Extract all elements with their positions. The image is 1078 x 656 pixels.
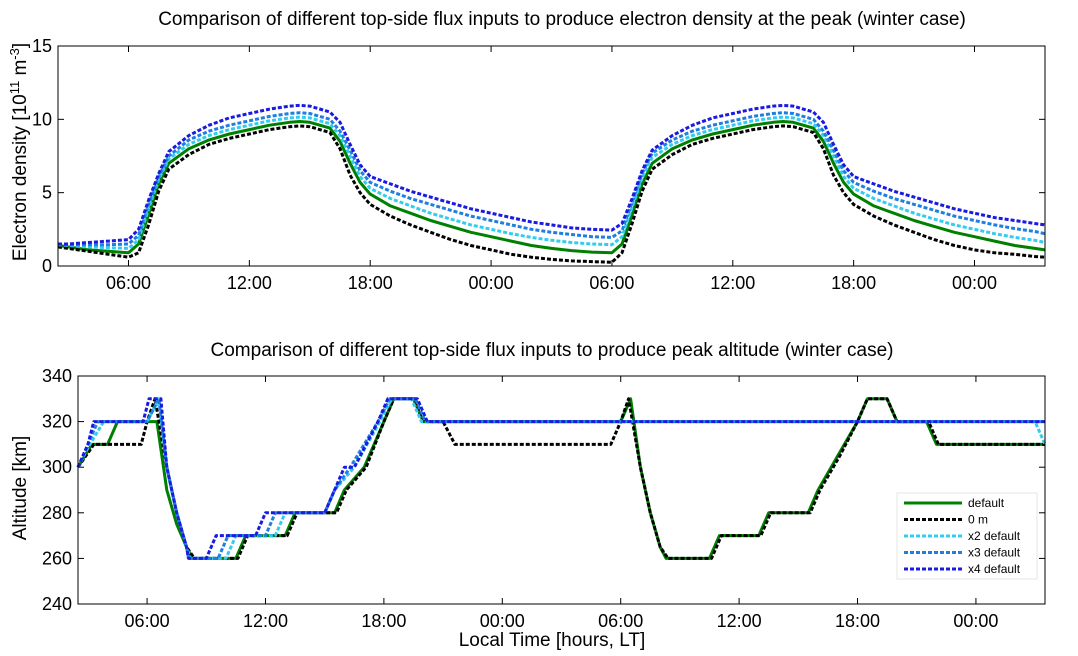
density-series-line-default — [57, 120, 1046, 255]
legend-entry-label: default — [968, 496, 1005, 510]
altitude-ytick-label: 280 — [42, 503, 72, 523]
density-xtick-label: 06:00 — [589, 273, 634, 293]
density-xtick-label: 00:00 — [952, 273, 997, 293]
density-xtick-label: 00:00 — [469, 273, 514, 293]
altitude-chart-axes: 06:00 12:00 18:00 00:00 06:00 12:00 18:00 00:00… — [42, 366, 1045, 631]
altitude-chart-xlabel: Local Time [hours, LT] — [459, 630, 646, 651]
density-chart: Comparison of different top-side flux in… — [7, 9, 1046, 293]
altitude-chart-title: Comparison of different top-side flux in… — [211, 340, 894, 361]
density-chart-title: Comparison of different top-side flux in… — [158, 9, 966, 30]
altitude-ytick-label: 320 — [42, 412, 72, 432]
legend-entry-label: 0 m — [968, 513, 988, 527]
density-chart-axes: 06:00 12:00 18:00 00:00 06:00 12:00 18:00 00:00… — [32, 36, 1045, 293]
altitude-xtick-label: 00:00 — [480, 611, 525, 631]
density-ytick-label: 15 — [32, 36, 52, 56]
density-ytick-label: 0 — [42, 256, 52, 276]
density-series-line-x3-default — [57, 111, 1046, 247]
altitude-ytick-label: 240 — [42, 594, 72, 614]
altitude-xtick-label: 18:00 — [361, 611, 406, 631]
altitude-ytick-label: 340 — [42, 366, 72, 386]
legend-entry-label: x4 default — [968, 562, 1021, 576]
altitude-xtick-label: 12:00 — [243, 611, 288, 631]
altitude-xtick-label: 06:00 — [125, 611, 170, 631]
altitude-xtick-label: 18:00 — [835, 611, 880, 631]
altitude-chart-legend: default 0 m x2 default x3 default x4 default — [896, 492, 1038, 580]
density-series-line-0-m — [57, 124, 1046, 264]
density-xtick-label: 18:00 — [348, 273, 393, 293]
density-chart-ylabel: Electron density [1011 m-3] — [7, 43, 31, 261]
altitude-chart-frame — [77, 375, 1046, 605]
altitude-chart: Comparison of different top-side flux in… — [10, 340, 1047, 651]
altitude-xtick-label: 12:00 — [717, 611, 762, 631]
legend-entry-label: x2 default — [968, 529, 1021, 543]
density-xtick-label: 18:00 — [831, 273, 876, 293]
altitude-series-line-0-m — [76, 397, 1045, 560]
altitude-chart-series — [76, 397, 1047, 560]
density-chart-frame — [57, 45, 1046, 267]
altitude-series-line-x4-default — [76, 397, 1045, 560]
legend-box — [896, 492, 1038, 580]
density-series-line-x4-default — [58, 103, 1046, 246]
altitude-xtick-label: 00:00 — [953, 611, 998, 631]
altitude-ytick-label: 260 — [42, 548, 72, 568]
density-ytick-label: 10 — [32, 109, 52, 129]
legend-entry-label: x3 default — [968, 546, 1021, 560]
density-ytick-label: 5 — [42, 183, 52, 203]
density-chart-series — [57, 103, 1046, 264]
density-xtick-label: 06:00 — [106, 273, 151, 293]
altitude-chart-ylabel: Altitude [km] — [10, 436, 31, 541]
altitude-ytick-label: 300 — [42, 457, 72, 477]
density-xtick-label: 12:00 — [227, 273, 272, 293]
altitude-xtick-label: 06:00 — [598, 611, 643, 631]
density-series-line-x2-default — [57, 115, 1046, 250]
density-xtick-label: 12:00 — [710, 273, 755, 293]
